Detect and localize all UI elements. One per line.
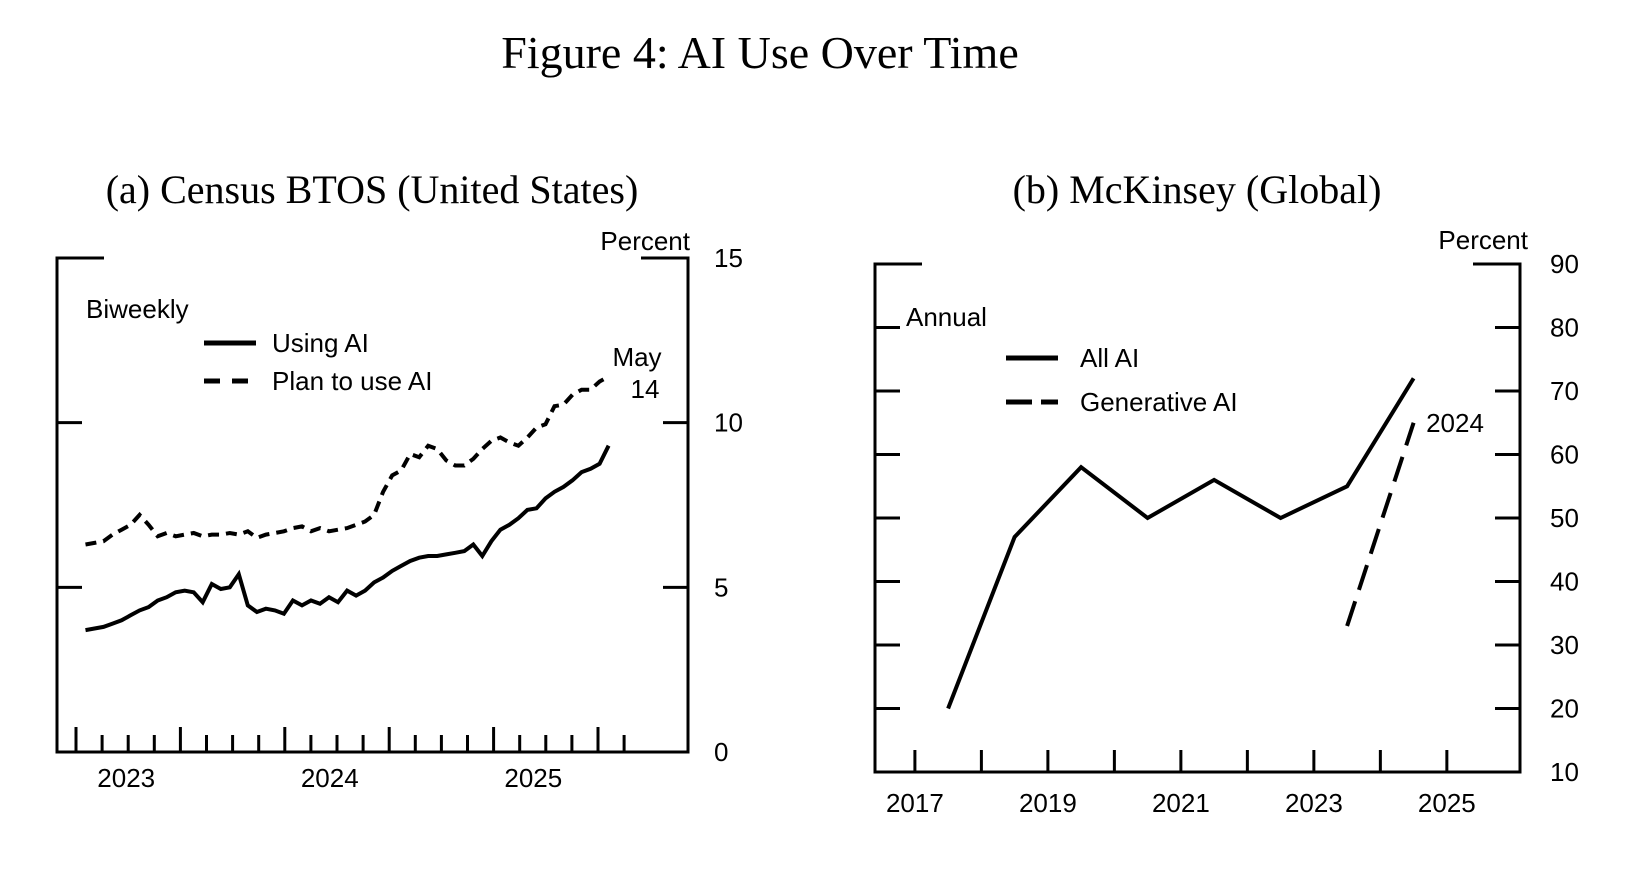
chart-a-plot: 0 5 10 15 2023 2024 2025 bbox=[55, 243, 743, 793]
y-tick-label: 80 bbox=[1550, 313, 1579, 343]
x-tick-label: 2025 bbox=[1418, 788, 1476, 818]
panel-b-unit-label: Percent bbox=[1438, 225, 1528, 255]
panel-b-title: (b) McKinsey (Global) bbox=[1013, 167, 1382, 212]
chart-b-plot: 10 20 30 40 50 60 70 80 90 2017 2019 2021 2023 2025 bbox=[873, 249, 1579, 818]
x-tick-label: 2023 bbox=[1285, 788, 1343, 818]
x-tick-label: 2024 bbox=[301, 763, 359, 793]
series-all-ai bbox=[946, 377, 1416, 710]
y-tick-label: 20 bbox=[1550, 694, 1579, 724]
panel-a-unit-label: Percent bbox=[600, 226, 690, 256]
legend-label-all-ai: All AI bbox=[1080, 343, 1139, 373]
y-tick-label: 0 bbox=[714, 737, 728, 767]
panel-a-annotation-line-2: 14 bbox=[631, 374, 660, 404]
y-tick-label: 70 bbox=[1550, 376, 1579, 406]
x-tick-label: 2017 bbox=[886, 788, 944, 818]
panel-a-frequency-label: Biweekly bbox=[86, 294, 189, 324]
legend-label-using-ai: Using AI bbox=[272, 328, 369, 358]
panel-a-annotation-line-1: May bbox=[612, 342, 661, 372]
series-using-ai bbox=[85, 444, 611, 633]
x-tick-label: 2023 bbox=[97, 763, 155, 793]
axis-frame bbox=[873, 262, 1522, 774]
y-tick-label: 50 bbox=[1550, 503, 1579, 533]
x-tick-label: 2025 bbox=[504, 763, 562, 793]
y-tick-label: 15 bbox=[714, 243, 743, 273]
panel-b-annotation: 2024 bbox=[1426, 408, 1484, 438]
y-tick-label: 5 bbox=[714, 572, 728, 602]
y-tick-label: 30 bbox=[1550, 630, 1579, 660]
x-tick-label: 2019 bbox=[1019, 788, 1077, 818]
series-generative-ai bbox=[1345, 422, 1416, 627]
y-tick-label: 10 bbox=[714, 408, 743, 438]
y-tick-label: 10 bbox=[1550, 757, 1579, 787]
figure-title: Figure 4: AI Use Over Time bbox=[501, 27, 1019, 78]
y-tick-label: 90 bbox=[1550, 249, 1579, 279]
series-plan-to-use-ai bbox=[85, 374, 610, 547]
panel-a-title: (a) Census BTOS (United States) bbox=[106, 167, 639, 212]
legend-label-generative-ai: Generative AI bbox=[1080, 387, 1238, 417]
y-tick-label: 60 bbox=[1550, 440, 1579, 470]
y-tick-label: 40 bbox=[1550, 567, 1579, 597]
axis-frame bbox=[55, 256, 690, 754]
panel-b-frequency-label: Annual bbox=[906, 302, 987, 332]
x-tick-label: 2021 bbox=[1152, 788, 1210, 818]
legend-label-plan-to-use-ai: Plan to use AI bbox=[272, 366, 432, 396]
